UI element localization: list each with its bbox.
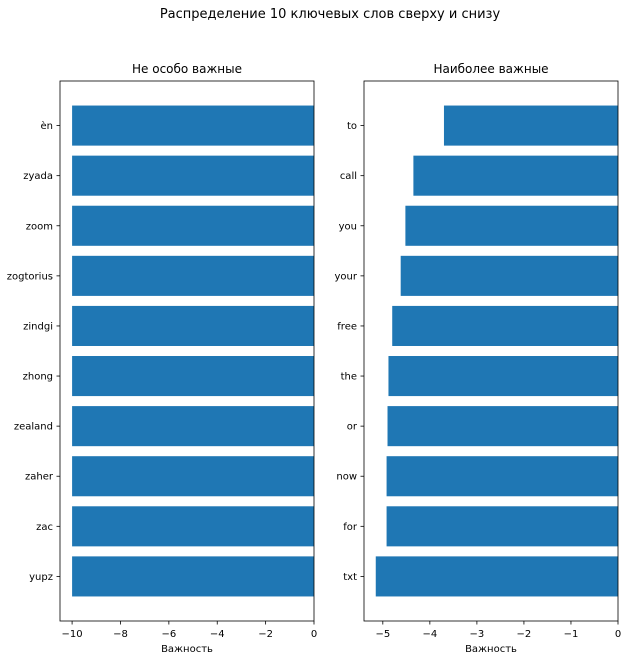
chart-panel-least-important: Не особо важные èn zyada zoom zogtorius zindg… xyxy=(7,62,317,655)
x-tick-label: −8 xyxy=(113,629,128,640)
bar xyxy=(72,456,314,497)
y-tick-label: the xyxy=(341,372,357,383)
bar xyxy=(72,155,314,196)
x-tick-label: −6 xyxy=(161,629,176,640)
bar xyxy=(388,356,618,397)
y-tick-label: zaher xyxy=(25,472,54,483)
y-tick-label: to xyxy=(347,121,357,132)
y-tick-label: zoom xyxy=(26,221,53,232)
x-tick-label: 0 xyxy=(311,629,317,640)
x-tick-label: 0 xyxy=(615,629,621,640)
y-tick-label: or xyxy=(347,422,358,433)
bar xyxy=(413,155,618,196)
chart-title: Не особо важные xyxy=(132,62,242,76)
chart-panel-most-important: Наиболее важные to call you your free the or now… xyxy=(335,62,622,655)
bar xyxy=(443,105,618,146)
x-tick-label: −1 xyxy=(564,629,579,640)
bar xyxy=(72,305,314,346)
y-tick-label: you xyxy=(339,221,357,232)
y-tick-label: for xyxy=(343,522,358,533)
x-tick-label: −3 xyxy=(470,629,485,640)
x-tick-label: −4 xyxy=(422,629,437,640)
bar xyxy=(387,406,618,447)
axes-frame xyxy=(363,80,619,622)
x-tick-label: −5 xyxy=(375,629,390,640)
x-axis-label: Важность xyxy=(161,644,213,655)
y-tick-label: zyada xyxy=(23,171,53,182)
x-axis-label: Важность xyxy=(465,644,517,655)
y-tick-label: èn xyxy=(41,120,54,132)
y-tick-label: zogtorius xyxy=(7,271,53,282)
bar xyxy=(72,205,314,246)
bar xyxy=(72,406,314,447)
bar xyxy=(386,456,618,497)
bar xyxy=(72,255,314,296)
x-tick-label: −4 xyxy=(210,629,225,640)
bar xyxy=(72,556,314,597)
chart-title: Наиболее важные xyxy=(433,62,548,76)
bar xyxy=(72,356,314,397)
y-tick-label: yupz xyxy=(29,572,53,583)
bar xyxy=(72,506,314,547)
bar xyxy=(72,105,314,146)
y-tick-label: your xyxy=(335,271,358,282)
y-tick-label: zac xyxy=(36,522,53,533)
y-tick-label: call xyxy=(340,171,357,182)
x-tick-label: −2 xyxy=(517,629,532,640)
axes-frame xyxy=(59,80,315,622)
y-tick-label: zhong xyxy=(23,372,53,383)
bar xyxy=(375,556,618,597)
bar xyxy=(392,305,618,346)
x-tick-label: −2 xyxy=(258,629,273,640)
y-tick-label: zindgi xyxy=(23,321,53,332)
bar xyxy=(400,255,618,296)
x-tick-label: −10 xyxy=(62,629,83,640)
y-tick-label: now xyxy=(336,472,357,483)
figure-suptitle: Распределение 10 ключевых слов сверху и … xyxy=(160,7,501,22)
bar xyxy=(386,506,618,547)
y-tick-label: txt xyxy=(343,572,357,583)
bar xyxy=(405,205,618,246)
y-tick-label: zealand xyxy=(14,422,53,433)
y-tick-label: free xyxy=(337,321,357,332)
